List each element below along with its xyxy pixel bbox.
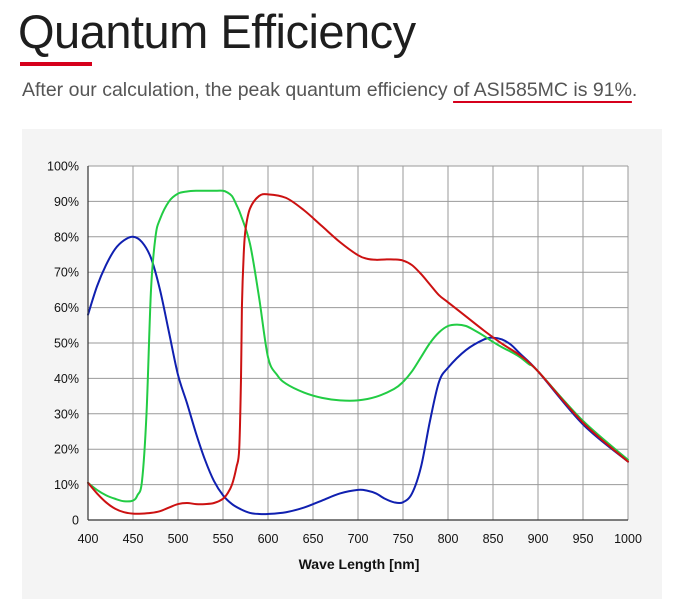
chart-grid <box>87 165 629 521</box>
x-axis-label: Wave Length [nm] <box>299 556 420 572</box>
x-tick-label: 1000 <box>614 532 642 546</box>
y-tick-label: 40% <box>54 372 79 386</box>
subtitle-prefix: After our calculation, the peak quantum … <box>22 79 454 101</box>
y-tick-label: 100% <box>47 160 79 174</box>
y-tick-label: 50% <box>54 337 79 351</box>
y-tick-label: 70% <box>54 266 79 280</box>
x-tick-label: 600 <box>258 532 279 546</box>
chart-axes <box>87 166 628 521</box>
x-tick-label: 750 <box>393 532 414 546</box>
qe-chart: 400 450 500 550 600 650 700 750 800 850 900 950 1000… <box>47 160 642 573</box>
title-underline <box>20 62 92 66</box>
y-tick-label: 30% <box>54 407 79 421</box>
subtitle: After our calculation, the peak quantum … <box>22 77 637 103</box>
chart-ticks: 400 450 500 550 600 650 700 750 800 850 900 950 1000… <box>47 160 642 547</box>
y-tick-label: 80% <box>54 230 79 244</box>
x-tick-label: 850 <box>483 532 504 546</box>
x-tick-label: 900 <box>528 532 549 546</box>
subtitle-suffix: . <box>631 79 638 101</box>
x-tick-label: 550 <box>213 532 234 546</box>
y-tick-label: 20% <box>54 443 79 457</box>
x-tick-label: 450 <box>123 532 144 546</box>
page-title: Quantum Efficiency <box>18 5 416 58</box>
series-line-blue <box>87 235 629 516</box>
x-tick-label: 700 <box>348 532 369 546</box>
y-tick-label: 0 <box>72 514 79 528</box>
y-tick-label: 90% <box>54 195 79 209</box>
y-tick-label: 10% <box>54 478 79 492</box>
x-tick-label: 650 <box>303 532 324 546</box>
chart-series <box>87 189 629 516</box>
x-tick-label: 950 <box>573 532 594 546</box>
subtitle-highlight: of ASI585MC is 91% <box>453 79 632 101</box>
series-line-green <box>87 189 629 503</box>
x-tick-label: 400 <box>78 532 99 546</box>
x-tick-label: 800 <box>438 532 459 546</box>
chart-panel: 400 450 500 550 600 650 700 750 800 850 900 950 1000… <box>22 129 662 599</box>
series-line-red <box>87 193 629 515</box>
x-tick-label: 500 <box>168 532 189 546</box>
y-tick-label: 60% <box>54 301 79 315</box>
